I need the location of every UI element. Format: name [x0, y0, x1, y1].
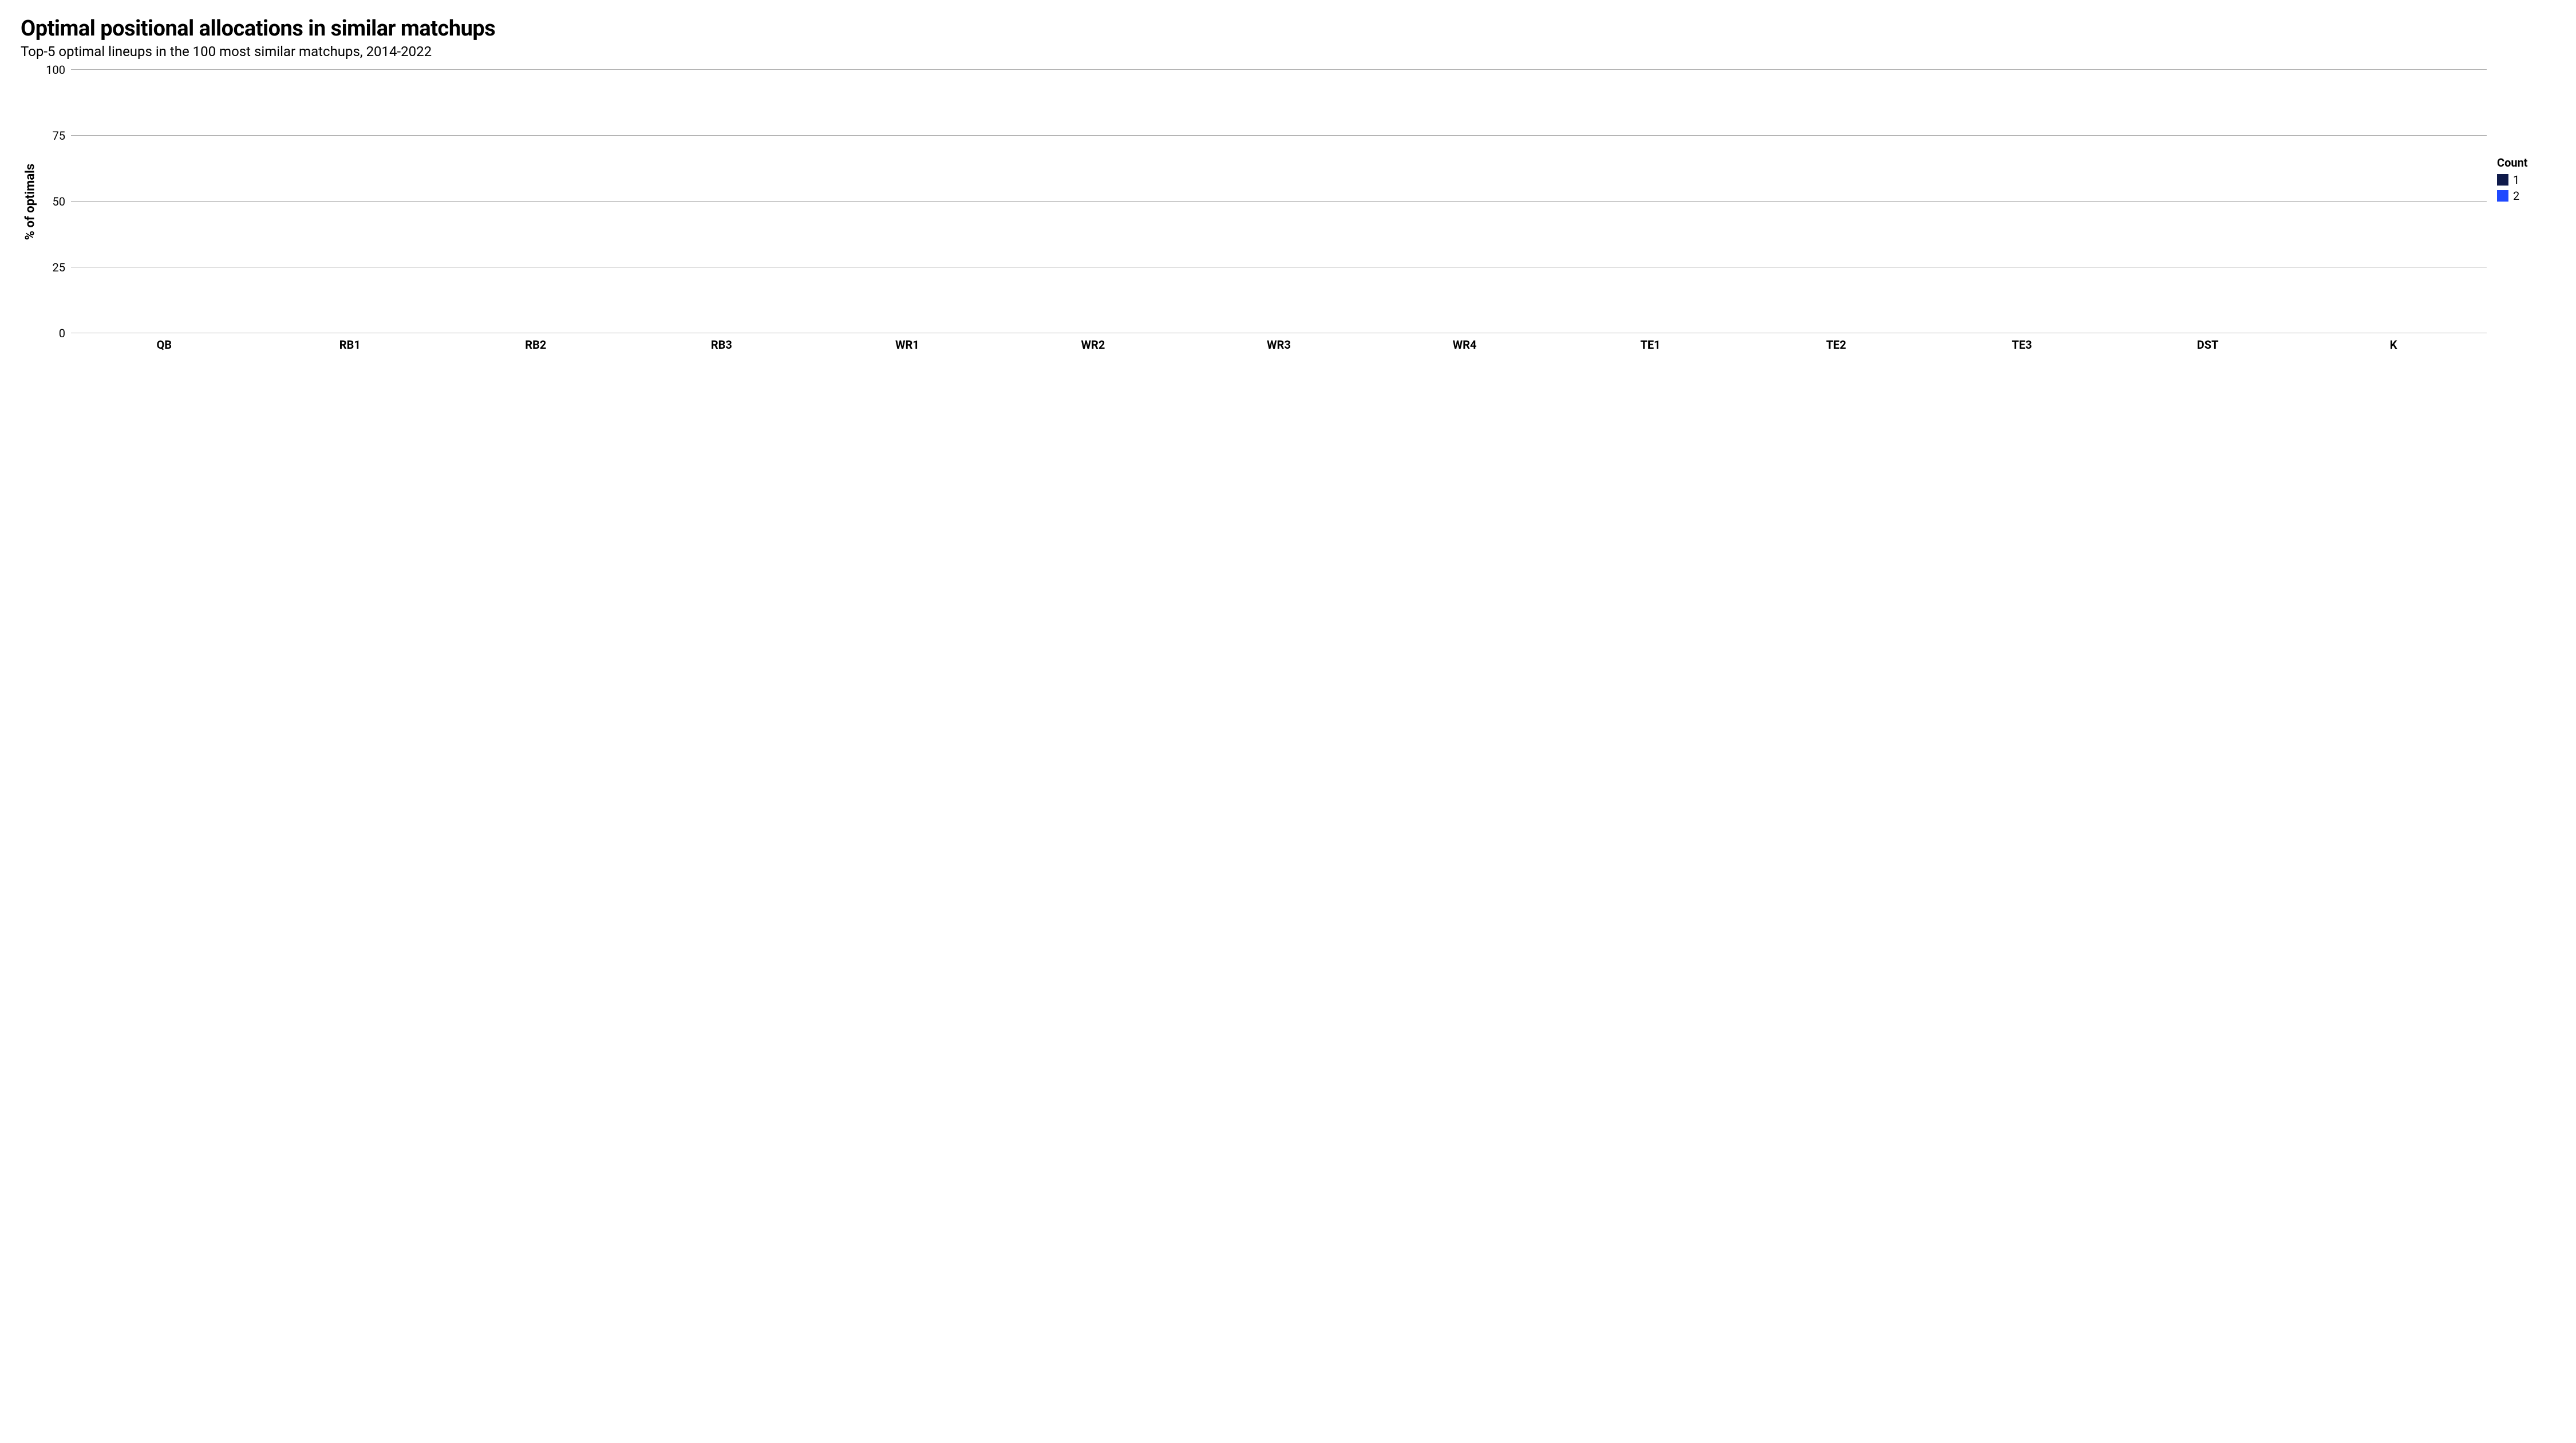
chart-subtitle: Top-5 optimal lineups in the 100 most si…	[21, 44, 2555, 60]
x-tick-label: WR2	[1003, 338, 1184, 352]
legend-label: 2	[2513, 189, 2519, 203]
chart-title: Optimal positional allocations in simila…	[21, 16, 2555, 41]
x-tick-label: TE3	[1931, 338, 2112, 352]
x-tick-label: TE2	[1746, 338, 1927, 352]
x-tick-label: WR4	[1374, 338, 1555, 352]
legend-item: 2	[2497, 189, 2555, 203]
x-tick-label: WR1	[817, 338, 998, 352]
legend-swatch	[2497, 174, 2508, 186]
x-tick-label: TE1	[1560, 338, 1741, 352]
legend: Count 1 2	[2487, 70, 2555, 205]
x-tick-label: DST	[2117, 338, 2298, 352]
x-tick-label: K	[2303, 338, 2484, 352]
legend-label: 1	[2513, 173, 2519, 187]
x-tick-label: QB	[74, 338, 255, 352]
y-tick-label: 25	[53, 261, 71, 274]
x-tick-label: WR3	[1188, 338, 1369, 352]
y-tick-label: 50	[53, 195, 71, 208]
legend-title: Count	[2497, 156, 2555, 169]
legend-swatch	[2497, 190, 2508, 202]
x-axis-labels: QB RB1 RB2 RB3 WR1 WR2 WR3 WR4 TE1 TE2 TE3 DST K	[71, 333, 2487, 352]
chart-area: % of optimals 0255075100 QBRB1RB2RB3WR1W…	[21, 70, 2555, 352]
y-tick-label: 75	[53, 129, 71, 143]
x-tick-label: RB2	[445, 338, 626, 352]
x-tick-label: RB1	[260, 338, 441, 352]
plot-region: 0255075100	[40, 70, 2487, 333]
legend-item: 1	[2497, 173, 2555, 187]
y-axis-label: % of optimals	[23, 163, 38, 240]
y-tick-label: 100	[46, 63, 71, 77]
y-tick-label: 0	[59, 326, 71, 340]
x-tick-label: RB3	[631, 338, 812, 352]
bars-container	[71, 70, 2487, 333]
